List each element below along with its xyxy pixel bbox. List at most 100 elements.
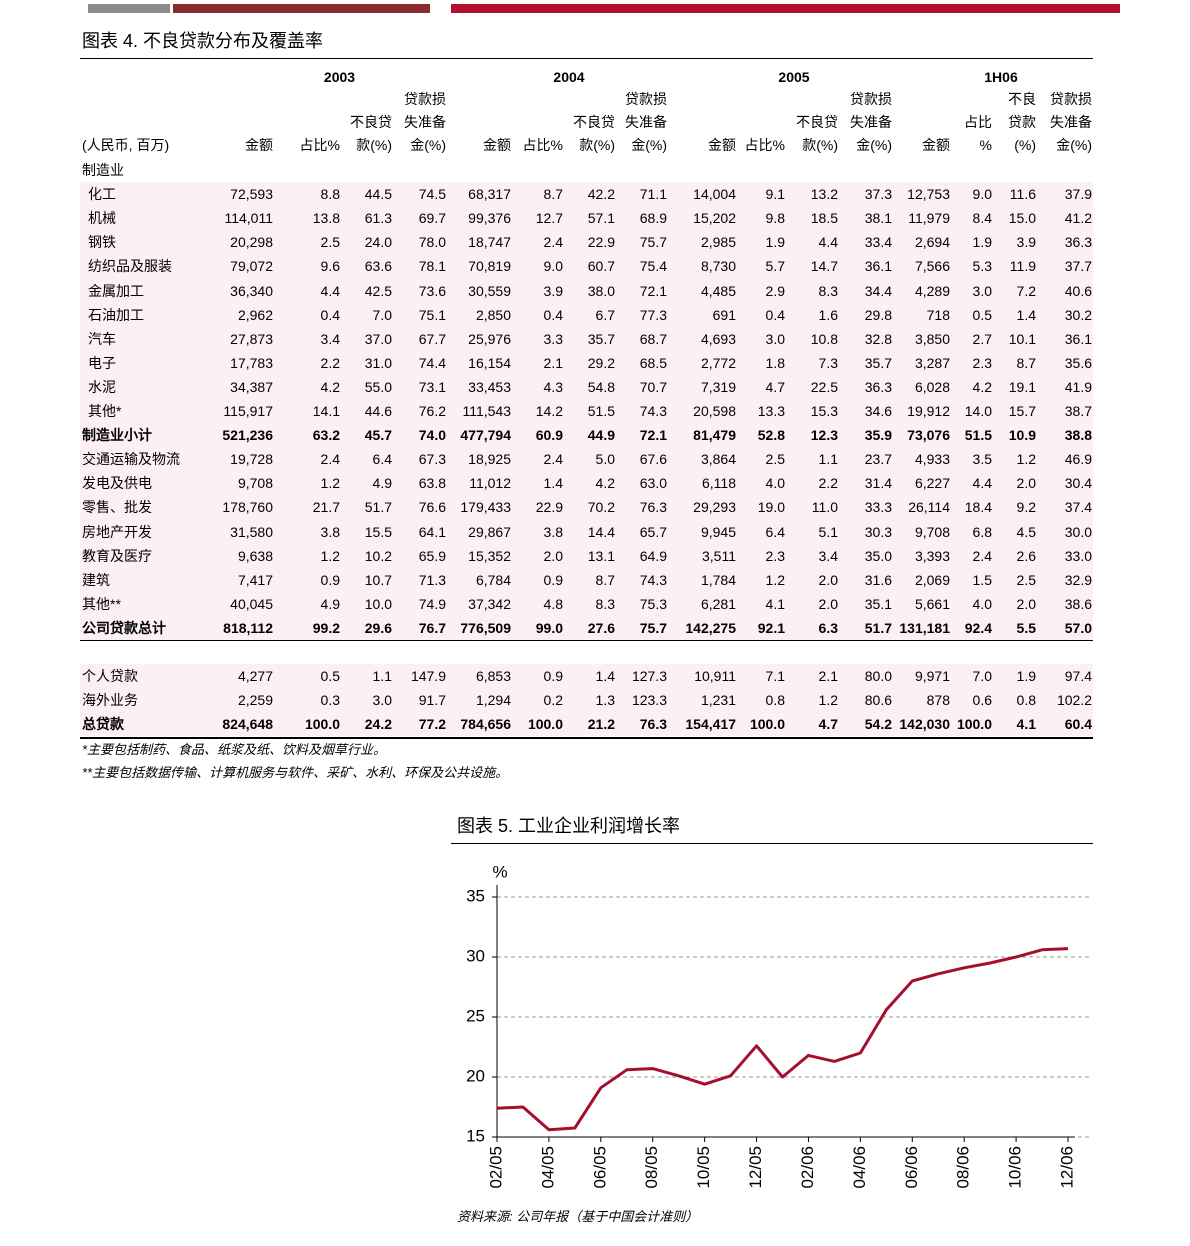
cell: 2,962 [237, 306, 273, 323]
cell: 68.5 [639, 354, 667, 371]
cell: 9,638 [237, 547, 273, 564]
column-header: 金(%) [1056, 137, 1092, 153]
x-tick-label: 06/06 [902, 1146, 921, 1189]
row-shade [80, 447, 1093, 472]
column-header: 金(%) [856, 137, 892, 153]
row-shade [80, 374, 1093, 399]
cell: 1.2 [765, 571, 785, 588]
row-label: 汽车 [88, 330, 116, 347]
cell: 29.2 [587, 354, 615, 371]
cell: 27,873 [230, 330, 273, 347]
row-label: 机械 [88, 210, 116, 227]
cell: 29,867 [468, 523, 511, 540]
cell: 1.4 [543, 475, 563, 492]
cell: 1.9 [972, 234, 992, 251]
cell: 36.3 [1064, 234, 1092, 251]
row-shade [80, 495, 1093, 520]
cell: 51.5 [587, 403, 615, 419]
cell: 2.0 [818, 595, 838, 612]
cell: 142,030 [899, 716, 950, 733]
x-tick-label: 10/05 [694, 1146, 713, 1189]
cell: 8.8 [320, 186, 340, 203]
cell: 21.2 [587, 716, 615, 733]
cell: 31.4 [864, 475, 892, 492]
cell: 63.8 [418, 475, 446, 492]
column-header: 不良贷 [573, 114, 615, 130]
cell: 3.0 [765, 330, 785, 347]
column-header: 不良 [1008, 91, 1036, 107]
cell: 36.1 [1064, 330, 1092, 347]
x-tick-label: 02/06 [798, 1146, 817, 1189]
cell: 4,289 [914, 282, 950, 299]
cell: 4.0 [765, 475, 785, 492]
column-header: 失准备 [1050, 114, 1092, 130]
cell: 29.6 [364, 619, 392, 636]
cell: 64.1 [418, 523, 446, 540]
row-shade [80, 254, 1093, 279]
cell: 123.3 [631, 692, 667, 709]
column-header: 款(%) [356, 137, 392, 153]
x-tick-label: 10/06 [1006, 1146, 1025, 1189]
cell: 34,387 [230, 378, 273, 395]
cell: 18,925 [468, 451, 511, 468]
cell: 78.1 [418, 258, 446, 275]
cell: 57.0 [1064, 619, 1092, 636]
cell: 6.7 [595, 306, 615, 323]
cell: 73.6 [418, 282, 446, 299]
cell: 74.5 [418, 186, 446, 203]
cell: 75.7 [639, 619, 667, 636]
cell: 6,118 [702, 475, 736, 492]
cell: 1.6 [818, 306, 838, 323]
row-shade [80, 567, 1093, 592]
cell: 38.7 [1064, 403, 1092, 419]
cell: 74.9 [418, 595, 446, 612]
cell: 0.9 [543, 571, 563, 588]
cell: 521,236 [222, 427, 273, 444]
cell: 3.9 [543, 282, 563, 299]
cell: 7.0 [372, 306, 392, 323]
cell: 7.3 [818, 354, 838, 371]
row-label: 总贷款 [82, 716, 124, 733]
cell: 127.3 [631, 668, 667, 685]
cell: 37,342 [468, 595, 511, 612]
row-shade [80, 398, 1093, 424]
rule [451, 843, 1093, 844]
cell: 51.5 [964, 427, 992, 444]
cell: 3,850 [914, 330, 950, 347]
cell: 15.3 [810, 403, 838, 419]
unit-label: (人民币, 百万) [82, 137, 170, 153]
cell: 2.0 [1016, 595, 1036, 612]
cell: 78.0 [418, 234, 446, 251]
column-header: 贷款 [1008, 114, 1036, 130]
cell: 0.9 [543, 668, 563, 685]
cell: 22.9 [535, 499, 563, 516]
cell: 67.3 [418, 451, 446, 468]
cell: 0.3 [320, 692, 340, 709]
cell: 36.1 [864, 258, 892, 275]
cell: 11.9 [1009, 258, 1036, 275]
cell: 1.5 [972, 571, 992, 588]
cell: 10.9 [1008, 427, 1036, 444]
cell: 2.7 [972, 330, 992, 347]
cell: 2,772 [700, 354, 736, 371]
x-tick-label: 08/05 [642, 1146, 661, 1189]
cell: 55.0 [364, 378, 392, 395]
x-tick-label: 12/05 [746, 1146, 765, 1189]
cell: 44.5 [364, 186, 392, 203]
cell: 6,028 [914, 378, 950, 395]
cell: 67.6 [639, 451, 667, 468]
cell: 2.2 [818, 475, 838, 492]
cell: 14.7 [810, 258, 838, 275]
cell: 41.9 [1064, 378, 1092, 395]
cell: 4.8 [543, 595, 563, 612]
cell: 1.9 [1016, 668, 1036, 685]
cell: 2.2 [320, 354, 340, 371]
cell: 2.0 [818, 571, 838, 588]
cell: 9.0 [972, 186, 992, 203]
cell: 102.2 [1056, 692, 1092, 709]
cell: 7.1 [765, 668, 785, 685]
cell: 477,794 [460, 427, 511, 444]
cell: 4.2 [595, 475, 615, 492]
cell: 1.1 [372, 668, 392, 685]
